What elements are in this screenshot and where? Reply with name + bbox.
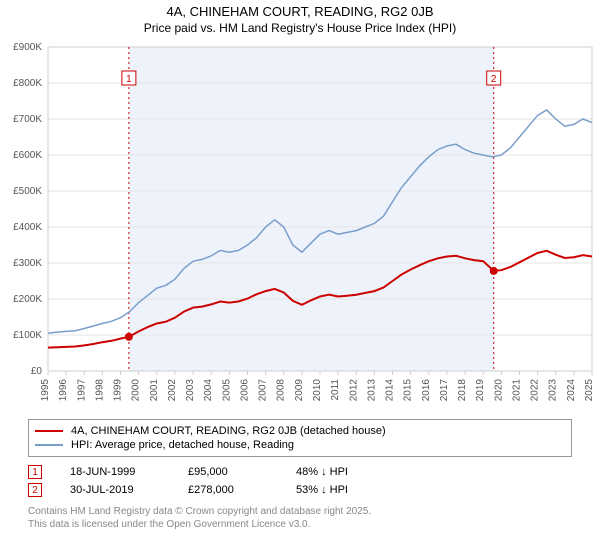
event-price: £278,000: [188, 484, 268, 496]
x-tick-label: 2013: [366, 379, 377, 402]
y-tick-label: £0: [31, 366, 43, 377]
events-table: 1 18-JUN-1999 £95,000 48% ↓ HPI 2 30-JUL-2019…: [28, 463, 572, 499]
y-tick-label: £900K: [13, 42, 42, 53]
y-tick-label: £500K: [13, 186, 42, 197]
y-tick-label: £400K: [13, 222, 42, 233]
footer-line-2: This data is licensed under the Open Gov…: [28, 518, 572, 531]
event-marker-label: 2: [491, 74, 497, 85]
x-tick-label: 2007: [258, 379, 269, 402]
chart-container: 4A, CHINEHAM COURT, READING, RG2 0JB Pri…: [0, 0, 600, 560]
chart-subtitle: Price paid vs. HM Land Registry's House …: [0, 19, 600, 41]
x-tick-label: 1995: [40, 379, 51, 402]
legend-row: 4A, CHINEHAM COURT, READING, RG2 0JB (de…: [35, 424, 565, 438]
series-marker: [490, 267, 498, 275]
event-marker-label: 1: [126, 74, 132, 85]
footer-line-1: Contains HM Land Registry data © Crown c…: [28, 505, 572, 518]
x-tick-label: 2020: [493, 379, 504, 402]
x-tick-label: 2009: [294, 379, 305, 402]
event-price: £95,000: [188, 466, 268, 478]
event-row: 1 18-JUN-1999 £95,000 48% ↓ HPI: [28, 463, 572, 481]
chart-svg: £0 £100K £200K £300K £400K £500K £600K £700K £80…: [0, 41, 600, 411]
event-row: 2 30-JUL-2019 £278,000 53% ↓ HPI: [28, 481, 572, 499]
x-tick-label: 2004: [203, 379, 214, 402]
event-delta: 53% ↓ HPI: [296, 484, 348, 496]
x-tick-label: 2022: [530, 379, 541, 402]
series-marker: [125, 333, 133, 341]
x-tick-label: 1999: [113, 379, 124, 402]
x-tick-label: 2011: [330, 379, 341, 401]
legend: 4A, CHINEHAM COURT, READING, RG2 0JB (de…: [28, 419, 572, 457]
x-tick-label: 2010: [312, 379, 323, 402]
x-tick-label: 2016: [421, 379, 432, 402]
chart-plot-area: £0 £100K £200K £300K £400K £500K £600K £700K £80…: [0, 41, 600, 411]
x-tick-label: 1996: [58, 379, 69, 402]
x-tick-label: 2008: [276, 379, 287, 402]
legend-label: 4A, CHINEHAM COURT, READING, RG2 0JB (de…: [71, 425, 386, 437]
x-tick-label: 1998: [94, 379, 105, 402]
x-tick-label: 2018: [457, 379, 468, 402]
legend-swatch: [35, 444, 63, 446]
event-number-badge: 2: [28, 483, 42, 497]
x-tick-label: 2003: [185, 379, 196, 402]
x-tick-label: 2024: [566, 379, 577, 402]
footer-attribution: Contains HM Land Registry data © Crown c…: [28, 505, 572, 531]
x-tick-label: 2002: [167, 379, 178, 402]
legend-label: HPI: Average price, detached house, Read…: [71, 439, 294, 451]
event-date: 30-JUL-2019: [70, 484, 160, 496]
x-tick-label: 2019: [475, 379, 486, 402]
event-date: 18-JUN-1999: [70, 466, 160, 478]
y-tick-label: £100K: [13, 330, 42, 341]
y-tick-label: £300K: [13, 258, 42, 269]
x-tick-label: 2000: [131, 379, 142, 402]
chart-title: 4A, CHINEHAM COURT, READING, RG2 0JB: [0, 0, 600, 19]
x-tick-label: 2001: [149, 379, 160, 402]
y-tick-label: £200K: [13, 294, 42, 305]
x-tick-label: 2015: [403, 379, 414, 402]
legend-row: HPI: Average price, detached house, Read…: [35, 438, 565, 452]
plot-band: [129, 47, 494, 371]
x-tick-label: 2012: [348, 379, 359, 402]
event-delta: 48% ↓ HPI: [296, 466, 348, 478]
x-tick-label: 1997: [76, 379, 87, 402]
y-tick-label: £700K: [13, 114, 42, 125]
x-tick-label: 2021: [511, 379, 522, 402]
x-tick-label: 2017: [439, 379, 450, 402]
x-tick-label: 2005: [221, 379, 232, 402]
legend-swatch: [35, 430, 63, 432]
y-tick-label: £800K: [13, 78, 42, 89]
x-tick-label: 2006: [239, 379, 250, 402]
y-tick-label: £600K: [13, 150, 42, 161]
x-tick-label: 2023: [548, 379, 559, 402]
x-tick-label: 2014: [385, 379, 396, 402]
x-tick-label: 2025: [584, 379, 595, 402]
event-number-badge: 1: [28, 465, 42, 479]
